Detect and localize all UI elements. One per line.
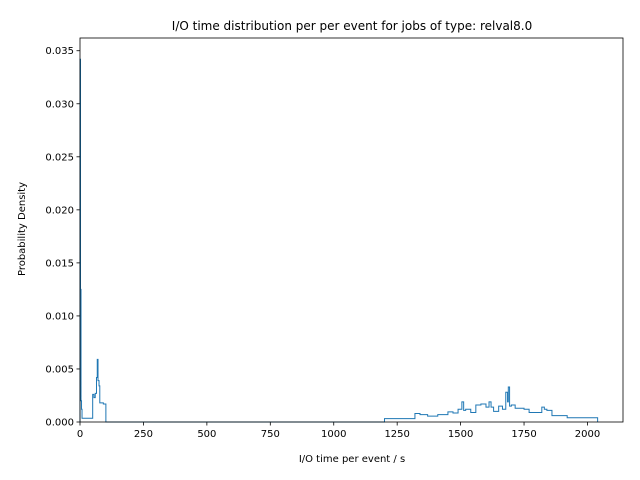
histogram-bin [547,410,552,422]
histogram-bin [510,406,512,422]
x-tick-label: 250 [134,429,153,440]
histogram-bin [466,409,471,422]
x-tick-label: 500 [197,429,216,440]
histogram-bin [101,403,104,422]
histogram-bin [529,412,539,422]
histogram-bin [502,409,505,422]
histogram-bin [544,409,547,422]
x-axis-label: I/O time per event / s [299,454,405,465]
y-tick-label: 0.035 [45,46,74,57]
histogram-bin [98,381,99,422]
plot-frame [79,37,624,423]
histogram-bin [438,415,448,422]
histogram-bin [511,405,515,422]
histogram-bin [499,406,503,422]
histogram-bin [515,408,524,422]
y-tick-label: 0.025 [45,152,74,163]
histogram-bin [453,413,458,422]
histogram-outline [79,58,599,423]
histogram-bin [508,402,509,422]
histogram-bin [524,409,529,422]
histogram-bin [448,412,453,422]
histogram-bin [82,418,93,422]
histogram-bin [486,407,489,422]
x-tick-label: 1000 [321,429,346,440]
histogram-bin [476,405,481,422]
x-tick-label: 1750 [511,429,536,440]
histogram-bin [94,398,95,422]
histogram-bin [539,412,542,422]
y-tick-label: 0.000 [45,418,74,429]
histogram-bin [494,411,499,422]
histogram-bin [464,410,466,422]
y-tick-label: 0.005 [45,364,74,375]
histogram-bin [384,419,414,422]
histogram-bars [80,59,598,422]
y-axis-ticks: 0.000 0.005 0.010 0.015 0.020 0.025 0.030 0.035 [45,46,80,429]
x-tick-label: 750 [261,429,280,440]
y-tick-label: 0.010 [45,311,74,322]
y-tick-label: 0.015 [45,258,74,269]
histogram-bin [428,416,438,422]
x-tick-label: 2000 [575,429,600,440]
histogram-bin [471,412,476,422]
y-tick-label: 0.020 [45,205,74,216]
histogram-bin [420,415,428,422]
histogram-bin [458,409,462,422]
histogram-bin [481,404,486,422]
y-axis-label: Probability Density [17,182,28,276]
chart-title: I/O time distribution per per event for … [172,19,532,33]
x-axis-ticks: 0 250 500 750 1000 1250 1500 1750 2000 [77,422,600,440]
histogram-bin [100,403,101,422]
x-tick-label: 1500 [448,429,473,440]
histogram-bin [552,416,567,422]
histogram-bin [567,418,597,422]
x-tick-label: 1250 [384,429,409,440]
histogram-bin [415,414,420,422]
x-tick-label: 0 [77,429,83,440]
y-tick-label: 0.030 [45,99,74,110]
